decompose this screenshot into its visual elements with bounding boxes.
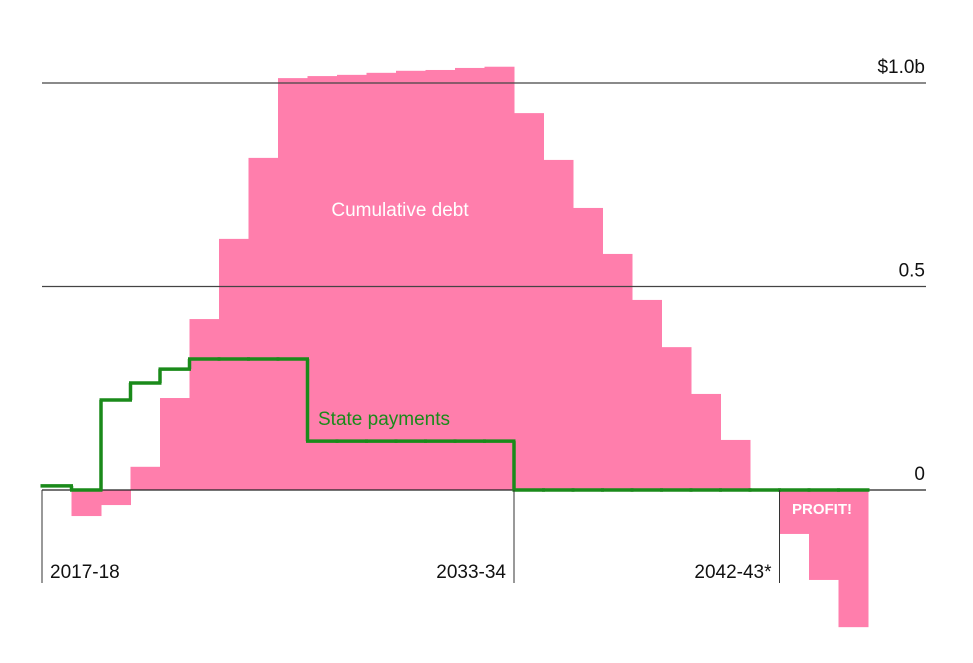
bar	[632, 299, 662, 490]
bar	[779, 490, 810, 534]
bar	[573, 207, 603, 490]
bar	[425, 69, 456, 490]
bar	[602, 253, 633, 490]
bar	[189, 319, 220, 490]
bar	[455, 67, 485, 490]
bar	[71, 490, 102, 517]
bar	[248, 157, 279, 490]
bar	[809, 490, 839, 580]
bar	[514, 113, 544, 491]
bar	[484, 66, 515, 490]
y-tick-label: 0	[914, 464, 925, 485]
x-tick-label: 2017-18	[50, 562, 120, 583]
x-tick-label: 2033-34	[436, 562, 506, 583]
series-label: State payments	[318, 409, 450, 430]
series-label: Cumulative debt	[331, 200, 469, 221]
bar	[337, 74, 367, 491]
bar	[130, 466, 161, 490]
bar	[366, 72, 397, 490]
x-tick-label: 2042-43*	[694, 562, 772, 583]
bar	[543, 159, 574, 490]
bar	[691, 393, 721, 490]
bar	[396, 70, 426, 490]
bar	[720, 439, 751, 490]
bar	[307, 76, 338, 491]
bar	[101, 490, 131, 506]
y-tick-label: $1.0b	[877, 57, 925, 78]
plot-area: 0 0.5 $1.0b 2017-18 2033-34 2042-43*	[40, 57, 926, 628]
bar	[160, 398, 190, 490]
y-tick-label: 0.5	[899, 261, 925, 282]
bar	[661, 347, 692, 490]
bar	[838, 490, 869, 628]
bar	[219, 238, 249, 490]
bar	[278, 78, 308, 490]
annotation: PROFIT!	[792, 501, 852, 518]
